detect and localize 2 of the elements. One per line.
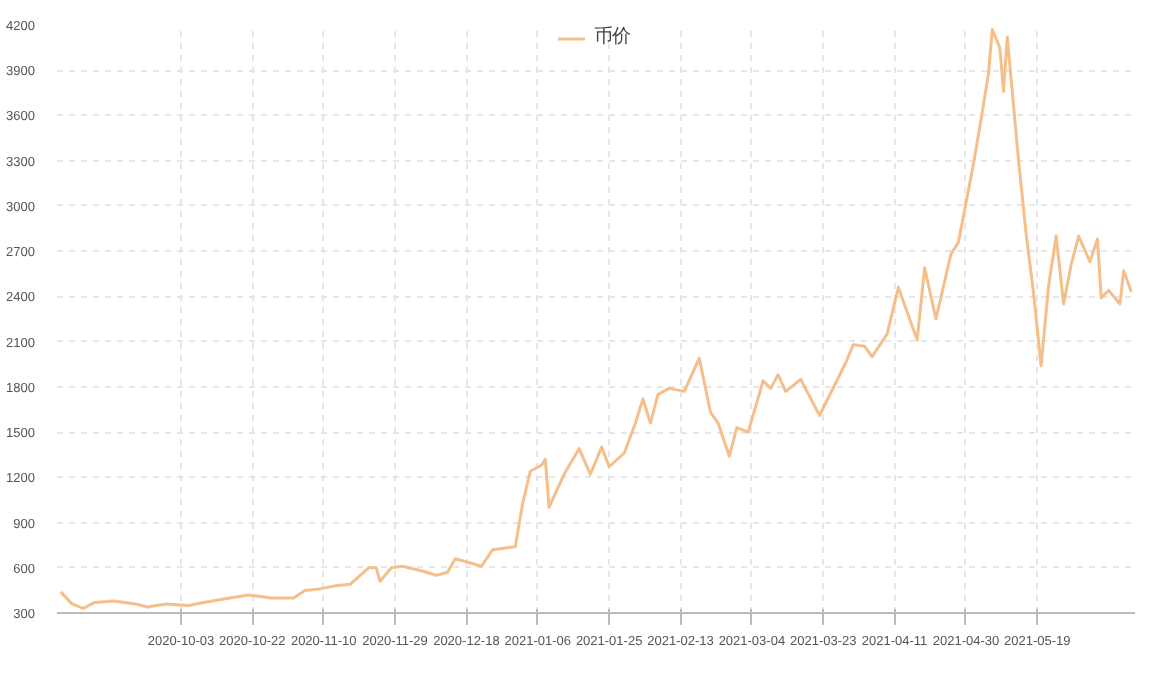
legend-label: 币价 xyxy=(594,24,632,50)
line-series xyxy=(59,28,1133,610)
